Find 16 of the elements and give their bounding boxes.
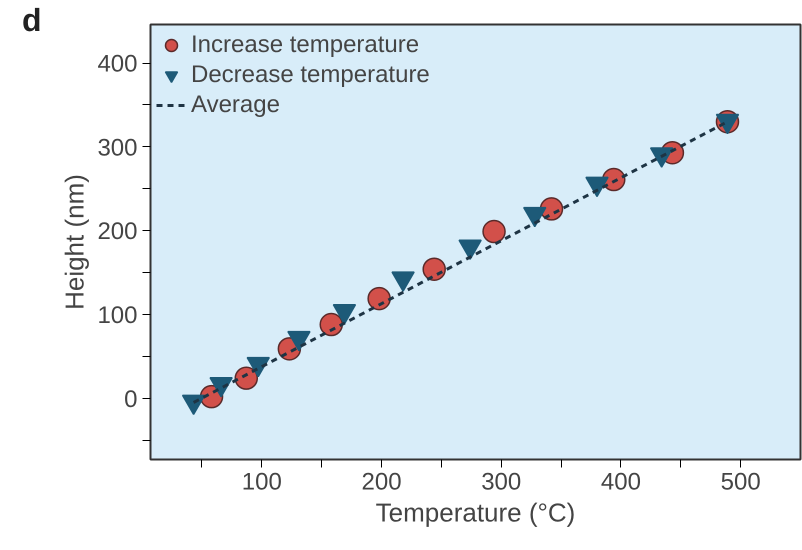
y-tick-label: 200 <box>97 218 138 246</box>
x-tick-label: 200 <box>362 468 402 496</box>
text: d <box>22 1 42 40</box>
y-tick-label: 0 <box>124 386 138 413</box>
x-tick-label: 300 <box>481 468 522 496</box>
x-tick-label: 100 <box>242 468 282 496</box>
x-tick-label: 400 <box>600 468 641 496</box>
y-axis-title: Height (nm) <box>59 174 90 310</box>
x-axis-title: Temperature (°C) <box>376 498 576 528</box>
legend-label: Decrease temperature <box>191 61 430 89</box>
y-tick-label: 300 <box>97 134 138 162</box>
y-tick-label: 400 <box>97 50 138 78</box>
legend-label: Increase temperature <box>191 31 420 59</box>
y-tick-label: 100 <box>97 302 138 329</box>
legend-label: Average <box>191 91 280 119</box>
x-tick-label: 500 <box>720 468 761 496</box>
